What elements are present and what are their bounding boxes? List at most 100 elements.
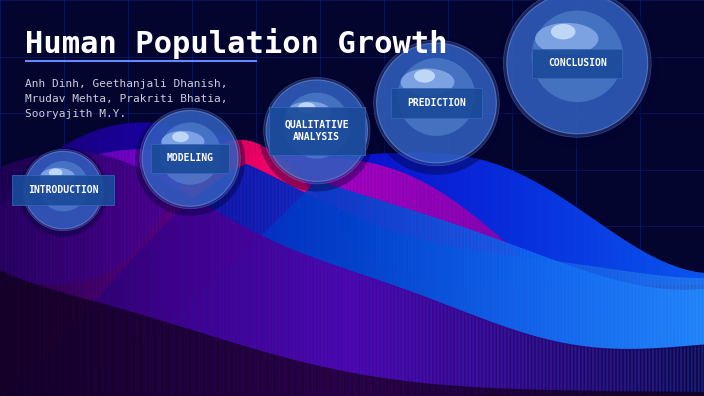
Polygon shape [458, 310, 461, 396]
Polygon shape [183, 192, 187, 396]
Polygon shape [359, 274, 363, 396]
Polygon shape [359, 194, 363, 396]
Polygon shape [683, 346, 686, 396]
Polygon shape [162, 180, 165, 396]
Polygon shape [35, 285, 42, 396]
Polygon shape [176, 211, 180, 396]
Polygon shape [482, 234, 486, 396]
Polygon shape [514, 330, 517, 396]
Polygon shape [289, 206, 292, 396]
Polygon shape [535, 337, 539, 396]
Polygon shape [81, 314, 84, 396]
Polygon shape [415, 153, 419, 396]
Polygon shape [92, 301, 99, 396]
Polygon shape [183, 127, 187, 396]
Polygon shape [208, 133, 211, 396]
Polygon shape [570, 391, 577, 396]
Polygon shape [271, 156, 275, 396]
Polygon shape [609, 269, 612, 396]
Polygon shape [486, 320, 489, 396]
Polygon shape [35, 363, 39, 396]
Polygon shape [528, 263, 532, 396]
Polygon shape [401, 234, 405, 396]
Polygon shape [0, 393, 4, 396]
Polygon shape [627, 392, 634, 396]
Polygon shape [549, 285, 553, 396]
Ellipse shape [507, 0, 648, 134]
Polygon shape [556, 391, 563, 396]
Polygon shape [539, 285, 542, 396]
Polygon shape [102, 156, 106, 396]
Polygon shape [630, 285, 634, 396]
Polygon shape [158, 228, 162, 396]
Polygon shape [517, 247, 521, 396]
Polygon shape [517, 254, 521, 396]
Polygon shape [201, 152, 204, 396]
Polygon shape [81, 152, 84, 396]
Polygon shape [84, 310, 88, 396]
Polygon shape [4, 190, 7, 396]
Polygon shape [366, 253, 370, 396]
Polygon shape [172, 186, 176, 396]
Polygon shape [74, 379, 77, 396]
Polygon shape [106, 128, 109, 396]
Polygon shape [405, 174, 408, 396]
Polygon shape [46, 174, 49, 396]
Polygon shape [313, 154, 317, 396]
Polygon shape [106, 156, 109, 396]
Polygon shape [472, 215, 475, 396]
Polygon shape [14, 162, 18, 396]
Polygon shape [310, 257, 313, 396]
Polygon shape [563, 391, 570, 396]
Polygon shape [686, 332, 690, 396]
Polygon shape [493, 253, 496, 396]
Polygon shape [380, 281, 384, 396]
Polygon shape [92, 156, 95, 396]
Polygon shape [338, 267, 341, 396]
Polygon shape [278, 150, 282, 396]
Polygon shape [334, 208, 338, 396]
Polygon shape [95, 154, 99, 396]
Polygon shape [373, 279, 377, 396]
Polygon shape [444, 154, 447, 396]
Polygon shape [268, 149, 271, 396]
Polygon shape [546, 285, 549, 396]
Polygon shape [426, 184, 429, 396]
Polygon shape [676, 290, 679, 396]
Polygon shape [549, 261, 553, 396]
Polygon shape [338, 371, 345, 396]
Polygon shape [334, 219, 338, 396]
Polygon shape [584, 391, 591, 396]
Polygon shape [475, 232, 479, 396]
Polygon shape [25, 394, 28, 396]
Polygon shape [324, 203, 327, 396]
Polygon shape [120, 270, 123, 396]
Polygon shape [109, 126, 113, 396]
Polygon shape [127, 311, 134, 396]
Polygon shape [363, 250, 366, 396]
Polygon shape [236, 168, 239, 396]
Polygon shape [634, 285, 637, 396]
Polygon shape [222, 136, 225, 396]
Polygon shape [567, 285, 570, 396]
Polygon shape [236, 223, 239, 396]
Polygon shape [507, 243, 510, 396]
Polygon shape [63, 145, 67, 396]
Polygon shape [472, 285, 475, 396]
Polygon shape [546, 258, 549, 396]
Polygon shape [465, 249, 468, 396]
Polygon shape [28, 169, 32, 396]
Polygon shape [264, 147, 268, 396]
Polygon shape [158, 179, 162, 396]
Polygon shape [669, 265, 672, 396]
Polygon shape [444, 194, 447, 396]
Polygon shape [222, 154, 225, 396]
Polygon shape [289, 166, 292, 396]
Polygon shape [528, 179, 532, 396]
Polygon shape [204, 287, 208, 396]
Polygon shape [514, 285, 517, 396]
Polygon shape [394, 170, 398, 396]
Polygon shape [623, 328, 627, 396]
Polygon shape [651, 285, 655, 396]
Polygon shape [348, 160, 352, 396]
